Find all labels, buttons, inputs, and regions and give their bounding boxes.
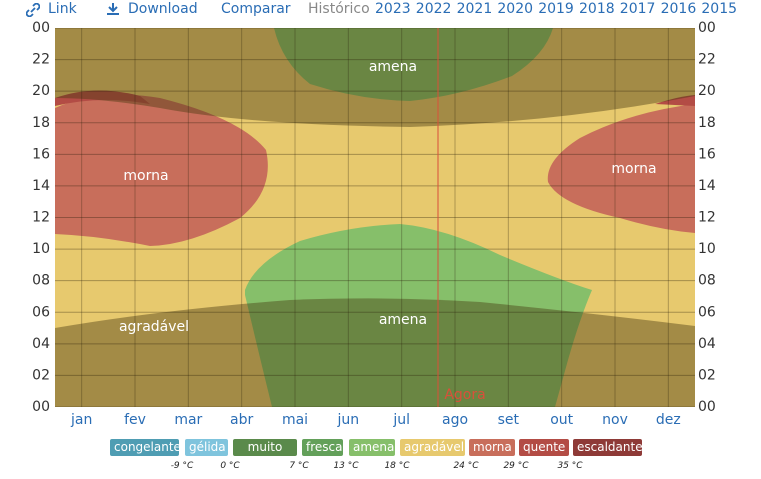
download[interactable]: Download xyxy=(128,1,198,17)
x-tick-label: jun xyxy=(337,412,360,428)
x-tick-label: set xyxy=(498,412,520,428)
y-tick-label-right: 20 xyxy=(698,83,716,99)
night-region xyxy=(55,28,695,127)
y-tick-label-right: 06 xyxy=(698,304,716,320)
x-tick-label: mai xyxy=(282,412,308,428)
y-tick-label-right: 04 xyxy=(698,336,716,352)
amena-region xyxy=(245,224,592,407)
legend-item: quente xyxy=(519,439,569,456)
grid xyxy=(55,28,695,407)
y-tick-label: 18 xyxy=(32,115,50,131)
x-tick-label: out xyxy=(550,412,573,428)
year-link[interactable]: 2023 xyxy=(375,1,411,17)
year-link[interactable]: 2020 xyxy=(497,1,534,17)
year-link[interactable]: 2017 xyxy=(619,1,656,17)
region-label: agradável xyxy=(119,319,189,335)
y-tick-label: 16 xyxy=(32,146,50,162)
y-tick-label-right: 10 xyxy=(698,241,716,257)
region-label: amena xyxy=(369,59,417,75)
chart: amena amena morna morna agradável Agora … xyxy=(32,20,716,428)
y-tick-label: 00 xyxy=(32,20,50,36)
year-link[interactable]: 2019 xyxy=(538,1,574,17)
threshold-label: 13 °C xyxy=(333,461,359,471)
now-label: Agora xyxy=(444,387,485,403)
region-label: amena xyxy=(379,312,427,328)
year-link[interactable]: 2022 xyxy=(415,1,452,17)
threshold-label: -9 °C xyxy=(170,461,194,471)
threshold-label: 7 °C xyxy=(289,461,309,471)
y-tick-label: 12 xyxy=(32,210,50,226)
link[interactable]: Link xyxy=(48,1,77,17)
y-tick-label-right: 22 xyxy=(698,52,716,68)
y-tick-label-right: 12 xyxy=(698,210,716,226)
legend-item: gélida xyxy=(185,439,228,456)
region-label: morna xyxy=(123,168,168,184)
legend-item: morna xyxy=(469,439,515,456)
y-tick-label: 08 xyxy=(32,273,50,289)
y-tick-label: 04 xyxy=(32,336,50,352)
y-tick-label: 06 xyxy=(32,304,50,320)
region-label: morna xyxy=(611,161,656,177)
morna-region xyxy=(55,94,268,247)
x-tick-label: ago xyxy=(442,412,468,428)
download-icon xyxy=(107,3,119,15)
history: Histórico xyxy=(308,1,370,17)
night-region xyxy=(55,298,695,407)
legend-item: escaldante xyxy=(573,439,643,456)
year-link[interactable]: 2016 xyxy=(660,1,697,17)
y-tick-label-right: 08 xyxy=(698,273,716,289)
threshold-label: 29 °C xyxy=(503,461,529,471)
x-tick-label: nov xyxy=(602,412,628,428)
y-tick-label: 20 xyxy=(32,83,50,99)
threshold-label: 18 °C xyxy=(384,461,410,471)
y-tick-label: 10 xyxy=(32,241,50,257)
y-tick-label: 00 xyxy=(32,399,50,415)
morna-region xyxy=(547,104,695,233)
compare[interactable]: Comparar xyxy=(221,1,291,17)
plot xyxy=(55,28,695,407)
x-tick-label: mar xyxy=(174,412,202,428)
year-link[interactable]: 2015 xyxy=(701,1,738,17)
amena-region xyxy=(274,28,553,101)
legend-item: fresca xyxy=(302,439,343,456)
legend-item: congelante xyxy=(110,439,181,456)
x-tick-label: abr xyxy=(230,412,253,428)
year-link[interactable]: 2018 xyxy=(579,1,615,17)
threshold-label: 24 °C xyxy=(453,461,479,471)
x-tick-label: jan xyxy=(70,412,92,428)
y-tick-label: 02 xyxy=(32,367,50,383)
y-tick-label-right: 14 xyxy=(698,178,716,194)
y-tick-label-right: 02 xyxy=(698,367,716,383)
legend-item: agradável xyxy=(400,439,465,456)
x-tick-label: dez xyxy=(656,412,681,428)
quente-region xyxy=(655,95,695,106)
link-icon xyxy=(26,3,40,17)
quente-region xyxy=(55,90,150,106)
x-tick-label: jul xyxy=(392,412,410,428)
threshold-label: 0 °C xyxy=(220,461,240,471)
toolbar: Link Download Comparar Histórico 2023 202… xyxy=(0,0,761,22)
y-tick-label-right: 00 xyxy=(698,20,716,36)
y-tick-label: 14 xyxy=(32,178,50,194)
legend-item: amena xyxy=(349,439,395,456)
x-tick-label: fev xyxy=(124,412,146,428)
y-tick-label-right: 18 xyxy=(698,115,716,131)
legend: congelante gélida muito frio fresca amena agr… xyxy=(0,436,761,476)
legend-item: muito frio xyxy=(233,439,297,471)
year-link[interactable]: 2021 xyxy=(456,1,493,17)
y-tick-label-right: 16 xyxy=(698,146,716,162)
y-tick-label-right: 00 xyxy=(698,399,716,415)
y-tick-label: 22 xyxy=(32,52,50,68)
threshold-label: 35 °C xyxy=(557,461,583,471)
